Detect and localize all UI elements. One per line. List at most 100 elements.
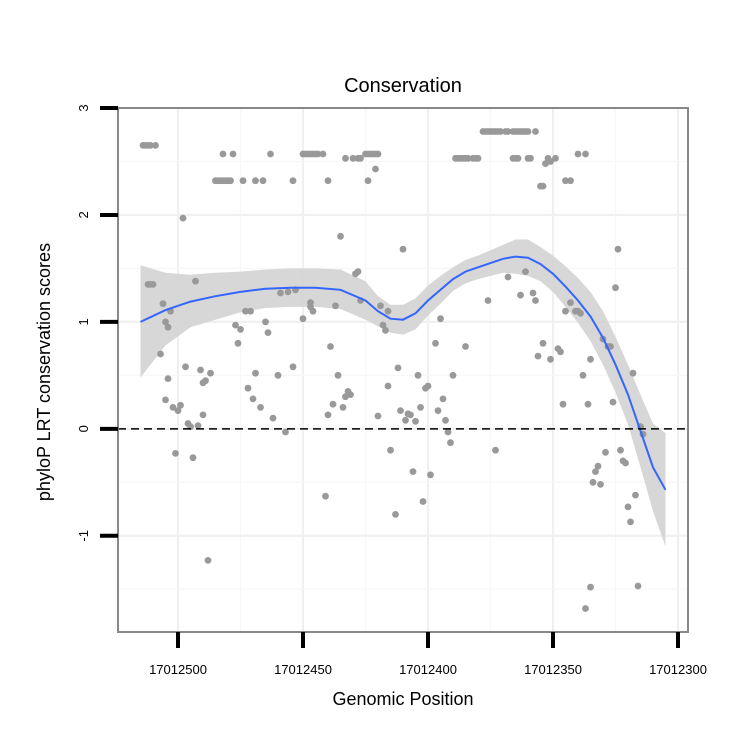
data-point [229,150,237,158]
x-tick-label: 17012500 [149,662,207,677]
data-point [239,177,247,185]
data-point [314,150,322,158]
data-point [332,302,339,310]
data-point [247,307,254,315]
data-point [392,511,399,518]
data-point [282,428,289,436]
data-point [624,503,632,511]
data-point [269,414,277,422]
data-point [532,128,539,135]
data-point [614,245,622,253]
data-point [327,343,334,350]
data-point [299,315,307,323]
y-tick-label: 2 [76,211,91,218]
data-point [399,245,407,253]
data-point [444,428,452,436]
data-point [584,400,592,408]
data-point [182,363,189,371]
data-point [242,307,249,315]
data-point [559,400,567,408]
data-point [162,396,169,404]
data-point [252,177,259,185]
data-point [202,377,209,385]
data-point [379,321,387,329]
data-point [147,142,154,149]
data-point [384,307,392,315]
data-point [357,154,364,162]
data-point [277,289,284,297]
data-point [417,404,424,411]
x-tick-label: 17012300 [649,662,707,677]
data-point [432,339,439,347]
data-point [589,478,597,486]
data-point [234,339,242,347]
data-point [372,165,379,173]
x-tick-label: 17012450 [274,662,332,677]
data-point [592,468,599,475]
y-tick-label: 3 [76,104,91,111]
data-point [324,177,332,185]
data-point [419,498,427,505]
data-point [394,364,402,372]
data-point [387,446,394,454]
data-point [237,326,244,333]
data-point [567,299,574,306]
data-point [197,366,204,374]
data-point [177,401,184,409]
data-point [227,177,234,185]
data-point [414,371,422,379]
data-point [464,154,472,162]
data-point [539,182,547,190]
data-point [517,291,524,299]
data-point [447,439,454,447]
data-point [289,177,297,185]
data-point [632,491,639,499]
data-point [552,154,559,162]
data-point [577,309,584,317]
data-point [192,277,199,285]
plot-area: -1 0 1 2 3 17012500 17012450 17012400 17012350 17… [76,104,707,677]
data-point [427,471,434,479]
data-point [622,459,629,467]
data-point [179,214,187,222]
data-point [484,297,492,304]
data-point [602,448,609,456]
data-point [617,446,624,454]
data-point [377,302,384,310]
x-axis-label: Genomic Position [332,689,473,709]
data-point [159,300,167,308]
data-point [529,289,537,297]
data-point [384,382,392,390]
data-point [412,417,419,425]
data-point [532,297,539,304]
data-point [547,355,554,363]
data-point [439,395,447,403]
smooth-line [140,255,667,491]
data-point [252,369,259,377]
data-point [259,177,267,185]
x-tick-label: 17012400 [399,662,457,677]
data-point [524,128,532,135]
data-point [232,321,239,329]
data-point [207,369,214,377]
data-point [634,582,642,590]
data-point [264,329,272,336]
x-tick-label: 17012350 [524,662,582,677]
data-point [527,154,534,162]
data-point [249,395,257,403]
data-point [257,404,264,411]
data-point [434,407,442,414]
data-point [574,150,582,158]
data-point [597,481,604,488]
data-point [219,150,227,158]
data-point [424,382,432,390]
data-point [274,371,282,379]
y-tick-label: 1 [76,318,91,325]
data-point [612,284,619,292]
data-point [609,398,617,406]
data-point [449,371,457,379]
data-point [557,348,564,356]
data-point [562,307,569,315]
data-point [402,416,409,424]
chart-title: Conservation [344,75,462,97]
